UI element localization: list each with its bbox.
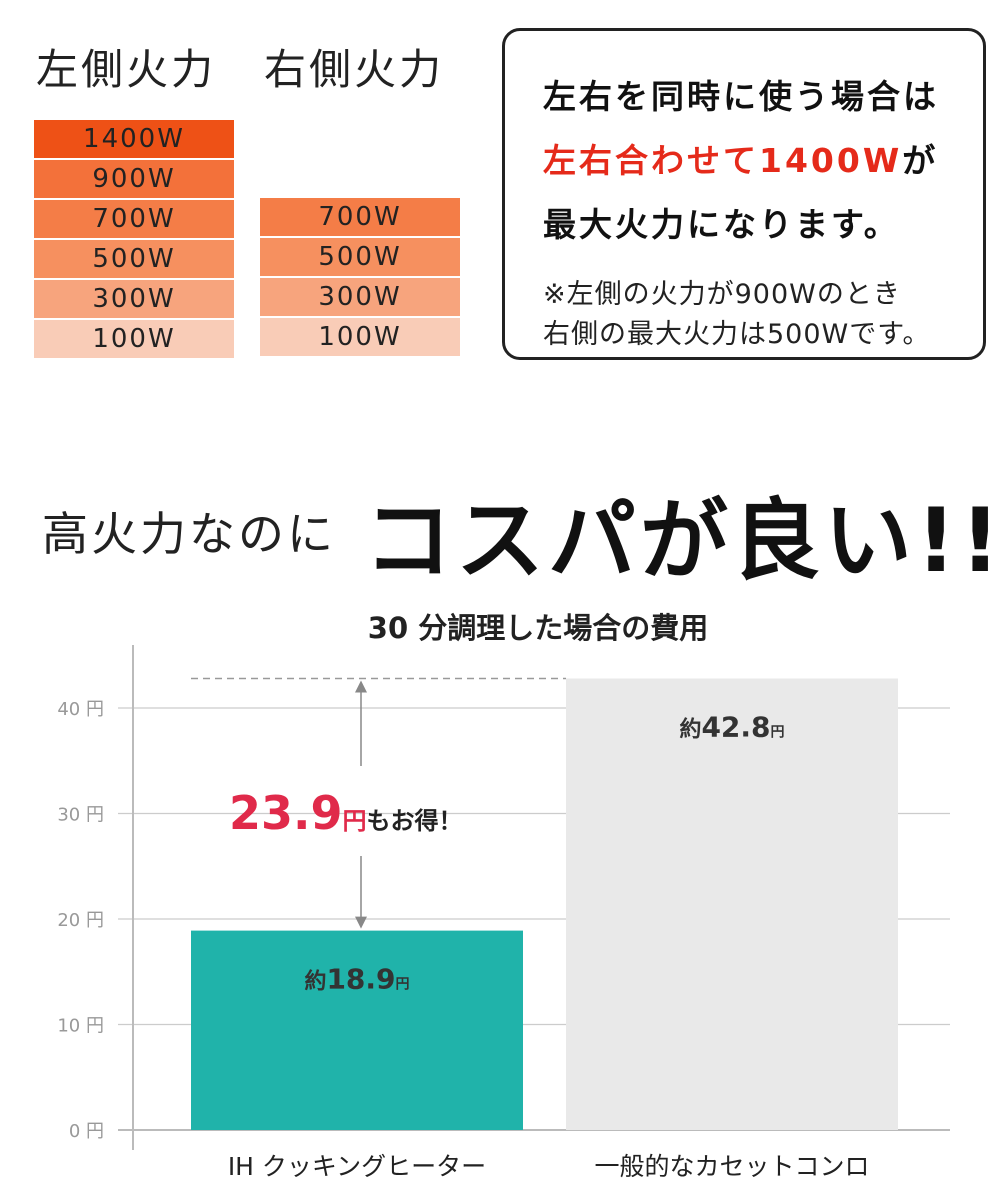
value-number: 42.8 — [701, 710, 770, 743]
bars — [191, 678, 898, 1130]
note-line-3: 最大火力になります。 — [543, 205, 900, 244]
bar — [191, 930, 523, 1130]
y-tick-label: 20 円 — [57, 910, 104, 931]
note-small-2: 右側の最大火力は500Wです。 — [543, 319, 931, 350]
left-power-level: 700W — [34, 200, 234, 240]
value-prefix: 約 — [679, 716, 701, 742]
right-power-column: 700W 500W 300W 100W — [260, 198, 460, 358]
left-power-level: 100W — [34, 320, 234, 360]
dual-use-note: 左右を同時に使う場合は 左右合わせて1400Wが 最大火力になります。 ※左側の… — [502, 28, 986, 360]
value-unit: 円 — [396, 977, 410, 993]
note-small-1: ※左側の火力が900Wのとき — [543, 279, 901, 310]
cost-comparison-chart: 30 分調理した場合の費用 0 円10 円20 円30 円40 円 約18.9円… — [57, 611, 950, 1181]
savings-text: もお得！ — [367, 807, 463, 835]
bar-value-label: 約42.8円 — [679, 710, 784, 743]
savings-unit: 円 — [343, 807, 367, 835]
slogan-highlight: コスパが良い!! — [364, 489, 1000, 592]
right-power-level: 100W — [260, 318, 460, 358]
chart-title: 30 分調理した場合の費用 — [368, 611, 708, 645]
left-power-header: 左側火力 — [36, 45, 217, 94]
right-power-header: 右側火力 — [264, 45, 445, 94]
left-power-column: 1400W 900W 700W 500W 300W 100W — [34, 120, 234, 360]
right-power-level: 300W — [260, 278, 460, 318]
y-tick-label: 0 円 — [69, 1121, 104, 1142]
arrow-up-icon — [355, 680, 367, 693]
arrow-down-icon — [355, 916, 367, 929]
value-number: 18.9 — [326, 963, 395, 996]
value-unit: 円 — [771, 724, 785, 740]
right-power-level: 700W — [260, 198, 460, 238]
left-power-level: 300W — [34, 280, 234, 320]
x-category-label: IH クッキングヒーター — [228, 1152, 486, 1181]
y-tick-label: 30 円 — [57, 805, 104, 826]
note-line-1: 左右を同時に使う場合は — [543, 77, 939, 116]
left-power-level: 1400W — [34, 120, 234, 160]
bar-value-label: 約18.9円 — [304, 963, 409, 996]
note-line-2: 左右合わせて1400Wが — [543, 129, 983, 193]
left-power-level: 500W — [34, 240, 234, 280]
y-tick-label: 10 円 — [57, 1016, 104, 1037]
x-category-label: 一般的なカセットコンロ — [594, 1152, 869, 1181]
note-line-2-rest: が — [902, 141, 939, 180]
note-highlight: 左右合わせて1400W — [543, 141, 903, 180]
savings-annotation: 23.9円もお得！ — [191, 677, 566, 929]
savings-number: 23.9 — [229, 786, 343, 840]
y-tick-label: 40 円 — [57, 699, 104, 720]
savings-label: 23.9円もお得！ — [229, 786, 463, 840]
left-power-level: 900W — [34, 160, 234, 200]
right-power-level: 500W — [260, 238, 460, 278]
slogan-lead: 高火力なのに — [42, 507, 336, 561]
bar — [566, 678, 898, 1130]
value-prefix: 約 — [304, 969, 326, 995]
